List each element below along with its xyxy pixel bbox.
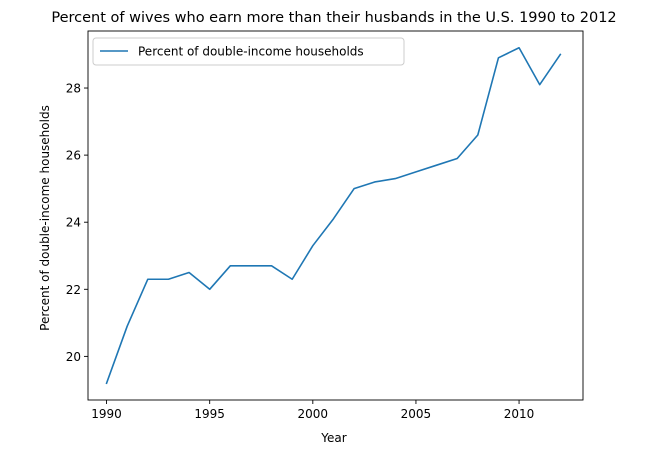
x-tick-label-1995: 1995 (194, 407, 225, 421)
y-tick-label-28: 28 (66, 82, 81, 96)
y-tick-label-20: 20 (66, 350, 81, 364)
legend-label-0: Percent of double-income households (138, 45, 364, 59)
y-tick-label-26: 26 (66, 149, 81, 163)
axes-frame (87, 30, 584, 401)
y-tick-label-22: 22 (66, 283, 81, 297)
x-axis-label: Year (320, 431, 346, 445)
x-tick-label-1990: 1990 (91, 407, 122, 421)
x-tick-label-2005: 2005 (401, 407, 432, 421)
x-tick-label-2000: 2000 (298, 407, 329, 421)
legend-box (92, 37, 405, 66)
y-axis-label: Percent of double-income households (38, 105, 52, 331)
legend: Percent of double-income households (92, 37, 405, 66)
series-line-0 (105, 46, 562, 385)
chart-title: Percent of wives who earn more than thei… (51, 10, 616, 26)
x-tick-label-2010: 2010 (504, 407, 535, 421)
y-tick-label-24: 24 (66, 216, 81, 230)
plot-area: 1990 1995 2000 2005 2010 20 22 24 26 28 Percent of… (66, 30, 584, 421)
